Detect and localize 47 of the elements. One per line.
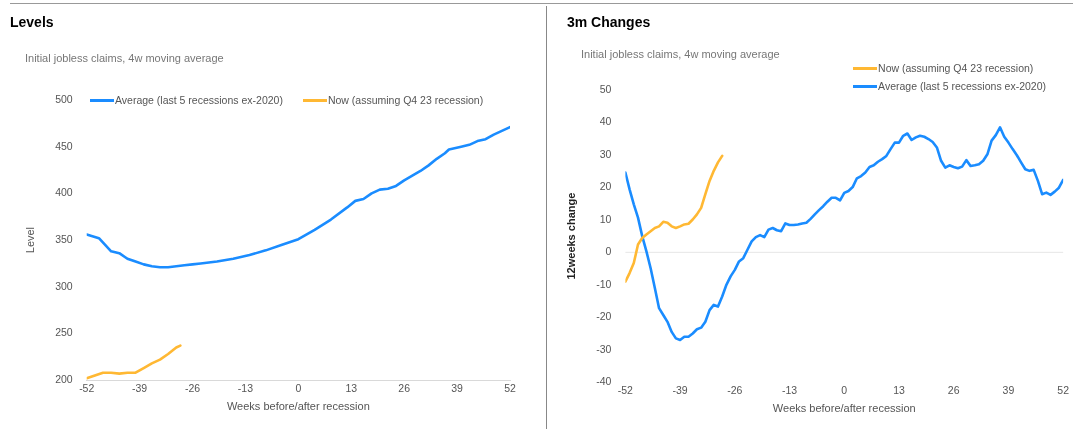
x-tick-label: 52 <box>1057 384 1070 397</box>
x-tick-label: 0 <box>841 384 848 397</box>
y-tick-label: 30 <box>599 147 612 160</box>
x-tick-label: 13 <box>893 384 905 397</box>
chart-title: 3m Changes <box>567 14 651 30</box>
x-tick-label: -13 <box>237 382 254 395</box>
chart-subtitle: Initial jobless claims, 4w moving average <box>25 52 224 64</box>
x-tick-label: -52 <box>79 382 95 395</box>
x-tick-label: 13 <box>345 382 358 395</box>
x-tick-label: -13 <box>781 384 798 397</box>
x-tick-label: -52 <box>617 384 634 397</box>
y-tick-label: 500 <box>55 92 73 105</box>
x-tick-label: 39 <box>451 382 464 395</box>
y-tick-label: 450 <box>55 139 73 152</box>
x-axis-title: Weeks before/after recession <box>772 402 916 415</box>
legend-label: Average (last 5 recessions ex-2020) <box>115 94 283 106</box>
y-tick-label: -10 <box>596 277 612 290</box>
y-tick-label: -20 <box>596 310 612 323</box>
legend-label: Average (last 5 recessions ex-2020) <box>878 80 1046 92</box>
y-tick-label: 20 <box>599 180 612 193</box>
legend-label: Now (assuming Q4 23 recession) <box>878 62 1034 74</box>
chart-title: Levels <box>10 14 54 30</box>
y-tick-label: 250 <box>55 326 73 339</box>
y-tick-label: 0 <box>605 245 612 258</box>
y-tick-label: 40 <box>599 115 612 128</box>
y-tick-label: 400 <box>55 186 73 199</box>
y-tick-label: 300 <box>55 279 73 292</box>
y-tick-label: 350 <box>55 232 73 245</box>
x-tick-label: 52 <box>504 382 516 395</box>
chart-subtitle: Initial jobless claims, 4w moving average <box>581 48 780 60</box>
x-tick-label: -39 <box>672 384 688 397</box>
legend-label: Now (assuming Q4 23 recession) <box>327 94 484 106</box>
x-tick-label: -26 <box>727 384 743 397</box>
x-tick-label: -39 <box>132 382 148 395</box>
y-axis-title: Level <box>23 226 36 254</box>
y-tick-label: -30 <box>596 342 612 355</box>
y-tick-label: 200 <box>55 373 73 386</box>
x-tick-label: -26 <box>184 382 201 395</box>
y-tick-label: 50 <box>599 82 612 95</box>
x-tick-label: 39 <box>1002 384 1015 397</box>
y-axis-title: 12weeks change <box>564 192 577 280</box>
y-tick-label: 10 <box>599 212 612 225</box>
x-tick-label: 0 <box>295 382 302 395</box>
x-axis-title: Weeks before/after recession <box>226 400 370 413</box>
x-tick-label: 26 <box>947 384 960 397</box>
y-tick-label: -40 <box>596 375 612 388</box>
x-tick-label: 26 <box>398 382 411 395</box>
